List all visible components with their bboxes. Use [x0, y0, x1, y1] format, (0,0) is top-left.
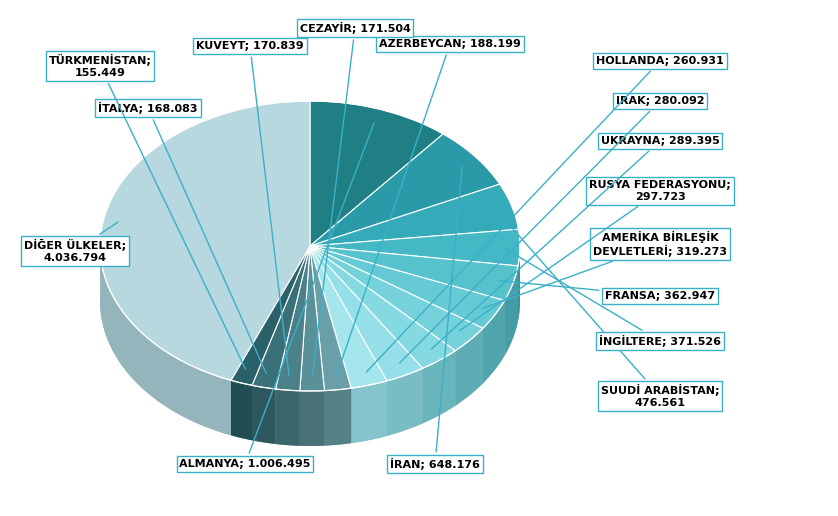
Text: TÜRKMENİSTAN;
155.449: TÜRKMENİSTAN; 155.449	[49, 54, 246, 369]
Polygon shape	[231, 380, 252, 440]
Polygon shape	[310, 229, 520, 266]
Text: RUSYA FEDERASYONU;
297.723: RUSYA FEDERASYONU; 297.723	[459, 180, 731, 331]
Polygon shape	[310, 246, 422, 381]
Polygon shape	[324, 388, 351, 446]
Polygon shape	[100, 248, 231, 436]
Polygon shape	[300, 391, 324, 446]
Polygon shape	[422, 351, 455, 423]
Polygon shape	[300, 246, 324, 391]
Polygon shape	[310, 246, 483, 351]
Text: FRANSA; 362.947: FRANSA; 362.947	[499, 281, 715, 301]
Text: SUUDİ ARABİSTAN;
476.561: SUUDİ ARABİSTAN; 476.561	[498, 212, 719, 408]
Text: CEZAYİR; 171.504: CEZAYİR; 171.504	[299, 22, 411, 377]
Text: AMERİKA BİRLEŞİK
DEVLETLERİ; 319.273: AMERİKA BİRLEŞİK DEVLETLERİ; 319.273	[483, 231, 727, 309]
Text: KUVEYT; 170.839: KUVEYT; 170.839	[196, 41, 304, 376]
Polygon shape	[310, 246, 518, 300]
Polygon shape	[276, 389, 300, 446]
Text: AZERBEYCAN; 188.199: AZERBEYCAN; 188.199	[337, 39, 521, 376]
Polygon shape	[455, 328, 483, 406]
Polygon shape	[310, 246, 455, 368]
Polygon shape	[310, 134, 500, 246]
Polygon shape	[252, 246, 310, 389]
Text: ALMANYA; 1.006.495: ALMANYA; 1.006.495	[179, 123, 374, 469]
Polygon shape	[231, 246, 310, 385]
Polygon shape	[351, 381, 387, 443]
Text: DİĞER ÜLKELER;
4.036.794: DİĞER ÜLKELER; 4.036.794	[24, 222, 126, 263]
Polygon shape	[310, 246, 387, 388]
Text: IRAK; 280.092: IRAK; 280.092	[400, 96, 704, 363]
Polygon shape	[310, 184, 519, 246]
Ellipse shape	[100, 156, 520, 446]
Text: İNGİLTERE; 371.526: İNGİLTERE; 371.526	[505, 249, 721, 347]
Text: İTALYA; 168.083: İTALYA; 168.083	[98, 102, 266, 374]
Polygon shape	[100, 101, 310, 380]
Text: HOLLANDA; 260.931: HOLLANDA; 260.931	[366, 56, 724, 372]
Polygon shape	[310, 246, 351, 391]
Polygon shape	[483, 300, 504, 383]
Polygon shape	[276, 246, 310, 391]
Polygon shape	[387, 368, 422, 436]
Polygon shape	[310, 246, 504, 328]
Polygon shape	[310, 101, 443, 246]
Polygon shape	[504, 266, 518, 356]
Text: İRAN; 648.176: İRAN; 648.176	[390, 167, 480, 470]
Polygon shape	[518, 246, 520, 321]
Polygon shape	[252, 385, 276, 444]
Text: UKRAYNA; 289.395: UKRAYNA; 289.395	[432, 136, 719, 349]
